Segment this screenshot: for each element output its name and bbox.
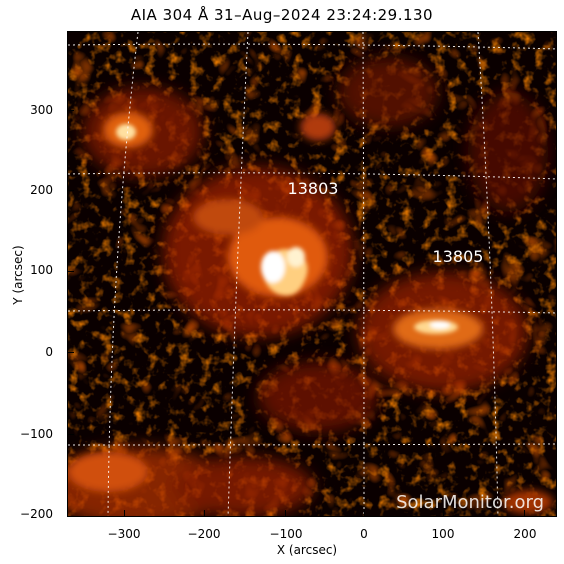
y-tick-mark xyxy=(67,271,74,272)
region-label-13805: 13805 xyxy=(433,247,484,266)
y-tick-label: 200 xyxy=(30,183,53,197)
y-tick-label: 0 xyxy=(45,345,53,359)
y-tick-mark xyxy=(67,434,74,435)
region-label-13803: 13803 xyxy=(288,179,339,198)
x-tick-mark xyxy=(364,510,365,517)
x-axis-label: X (arcsec) xyxy=(276,543,338,557)
solar-image: 13803 13805 SolarMonitor.org xyxy=(68,32,556,516)
y-tick-mark xyxy=(67,190,74,191)
x-tick-label: −300 xyxy=(107,527,141,541)
active-region-cores xyxy=(116,124,458,334)
x-tick-label: 200 xyxy=(513,527,537,541)
watermark: SolarMonitor.org xyxy=(396,492,544,513)
x-tick-mark xyxy=(124,510,125,517)
coordinate-grid xyxy=(68,32,556,516)
x-tick-label: 0 xyxy=(360,527,368,541)
x-tick-label: −100 xyxy=(269,527,303,541)
y-tick-label: 300 xyxy=(30,103,53,117)
y-tick-label: −200 xyxy=(20,507,53,521)
y-tick-mark xyxy=(67,110,74,111)
x-tick-mark xyxy=(204,510,205,517)
solar-image-frame: 13803 13805 SolarMonitor.org xyxy=(67,31,557,517)
x-tick-mark xyxy=(285,510,286,517)
image-title: AIA 304 Å 31–Aug–2024 23:24:29.130 xyxy=(130,6,434,24)
x-tick-label: 100 xyxy=(431,527,455,541)
y-tick-label: 100 xyxy=(30,263,53,277)
x-tick-label: −200 xyxy=(187,527,221,541)
x-tick-mark xyxy=(443,510,444,517)
y-axis-label: Y (arcsec) xyxy=(11,245,25,305)
x-tick-mark xyxy=(524,510,525,517)
y-tick-label: −100 xyxy=(20,427,53,441)
y-tick-mark xyxy=(67,352,74,353)
